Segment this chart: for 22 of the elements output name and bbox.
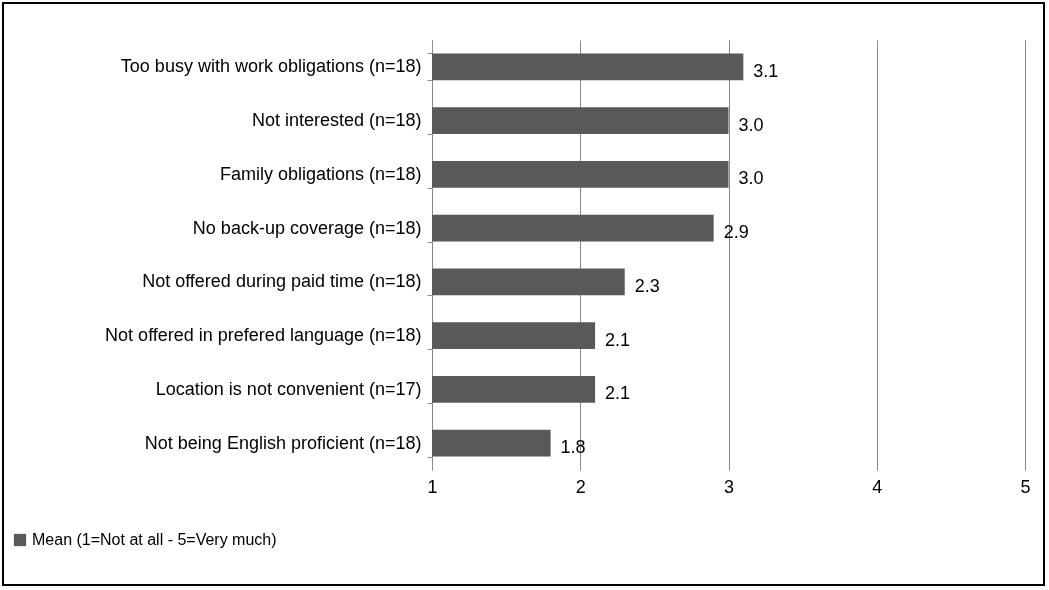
x-tick-label: 2 xyxy=(575,476,586,497)
y-tick-label: Not offered in prefered language (n=18) xyxy=(105,325,422,346)
x-tick-label: 1 xyxy=(427,476,438,497)
y-tick-label: No back-up coverage (n=18) xyxy=(192,217,422,238)
data-label: 2.3 xyxy=(634,275,660,296)
data-label: 3.0 xyxy=(738,168,764,189)
data-label: 2.9 xyxy=(723,222,749,243)
x-tick-label: 4 xyxy=(872,476,883,497)
legend-label: Mean (1=Not at all - 5=Very much) xyxy=(32,531,277,548)
x-tick-label: 5 xyxy=(1020,476,1031,497)
y-tick-label: Not interested (n=18) xyxy=(251,110,422,131)
x-tick-label: 3 xyxy=(723,476,735,497)
y-tick-label: Location is not convenient (n=17) xyxy=(155,378,422,399)
y-tick-label: Too busy with work obligations (n=18) xyxy=(120,56,422,77)
data-label: 2.1 xyxy=(605,329,631,350)
y-tick-label: Not offered during paid time (n=18) xyxy=(142,271,422,292)
y-tick-label: Family obligations (n=18) xyxy=(219,163,422,184)
data-label: 1.8 xyxy=(560,437,586,458)
data-label: 2.1 xyxy=(605,383,631,404)
y-tick-label: Not being English proficient (n=18) xyxy=(144,432,422,453)
data-label: 3.1 xyxy=(753,60,779,81)
data-label: 3.0 xyxy=(738,114,764,135)
